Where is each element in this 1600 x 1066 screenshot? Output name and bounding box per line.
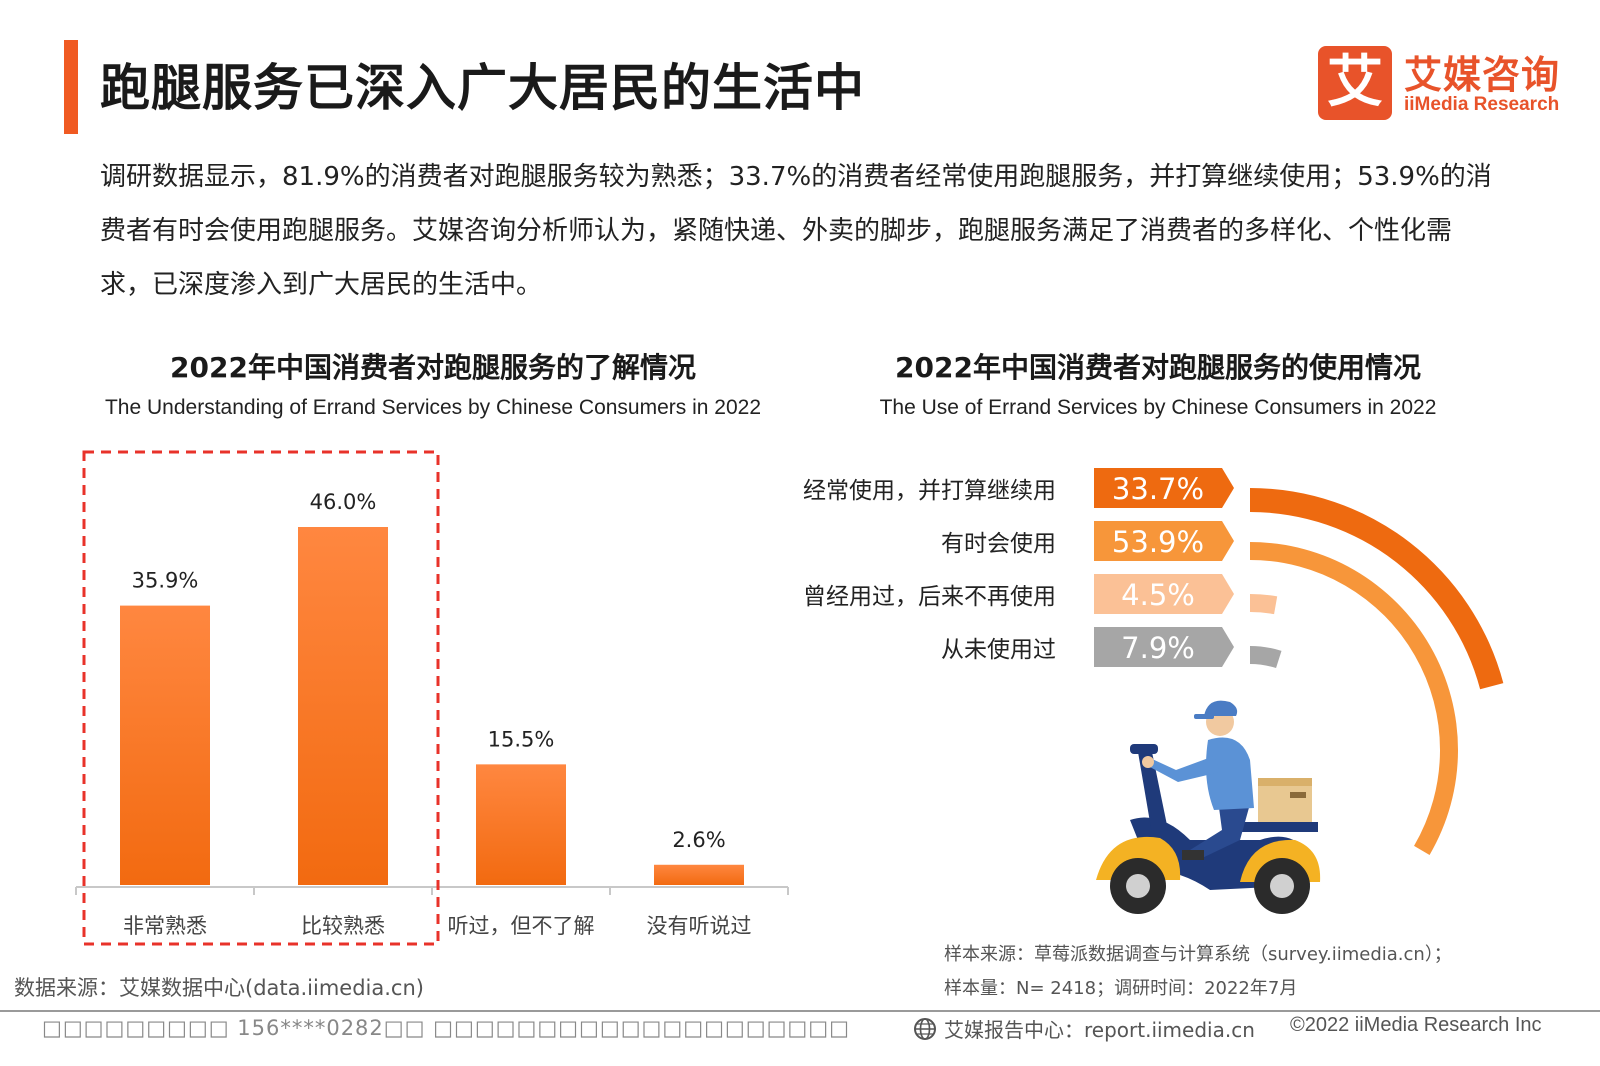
left-chart-title: 2022年中国消费者对跑腿服务的了解情况 xyxy=(170,351,696,384)
usage-arc-3 xyxy=(1250,594,1278,615)
category-label: 比较熟悉 xyxy=(301,914,385,938)
usage-value-tag xyxy=(1094,627,1234,667)
bar-value-label: 15.5% xyxy=(488,727,555,751)
usage-value-label: 7.9% xyxy=(1121,631,1195,665)
bar-2 xyxy=(298,527,388,885)
right-chart-subtitle: The Use of Errand Services by Chinese Co… xyxy=(879,396,1437,419)
usage-value-label: 4.5% xyxy=(1121,578,1195,612)
courier-scooter-illustration xyxy=(1096,700,1321,914)
category-label: 非常熟悉 xyxy=(123,914,207,938)
data-source: 数据来源：艾媒数据中心(data.iimedia.cn) xyxy=(14,976,424,1000)
usage-value-label: 53.9% xyxy=(1112,525,1204,559)
iimedia-logo: 艾 艾媒咨询 iiMedia Research xyxy=(1318,44,1578,124)
sample-source: 样本来源：草莓派数据调查与计算系统（survey.iimedia.cn）； xyxy=(944,944,1452,965)
intro-paragraph: 调研数据显示，81.9%的消费者对跑腿服务较为熟悉；33.7%的消费者经常使用跑… xyxy=(100,162,1492,300)
highlight-dashed-box xyxy=(82,450,440,946)
category-label: 没有听说过 xyxy=(647,914,752,938)
left-chart-subtitle: The Understanding of Errand Services by … xyxy=(104,396,761,419)
rider-legs xyxy=(1190,800,1250,860)
logo-en-text: iiMedia Research xyxy=(1404,94,1560,115)
understanding-bar-chart: 35.9% 非常熟悉 46.0% 比较熟悉 15.5% 听过，但不了解 2.6% 没有听说过 xyxy=(75,450,789,946)
usage-category-label: 有时会使用 xyxy=(941,531,1056,557)
usage-arc-chart: 经常使用，并打算继续用 33.7% 有时会使用 53.9% 曾经用过，后来不再使用 4.5… xyxy=(803,468,1504,914)
bar-3 xyxy=(476,764,566,885)
usage-category-label: 从未使用过 xyxy=(941,637,1056,663)
usage-category-label: 经常使用，并打算继续用 xyxy=(803,478,1056,504)
usage-value-label: 33.7% xyxy=(1112,472,1204,506)
rider-torso xyxy=(1206,737,1254,810)
title-accent-bar xyxy=(64,40,78,134)
logo-cn-text: 艾媒咨询 xyxy=(1404,53,1561,97)
usage-value-tag xyxy=(1094,521,1234,561)
usage-arc-4 xyxy=(1250,646,1282,669)
bar-1 xyxy=(120,605,210,885)
globe-icon xyxy=(914,1018,936,1040)
bar-4 xyxy=(654,864,744,885)
page-title: 跑腿服务已深入广大居民的生活中 xyxy=(100,59,865,117)
usage-value-tag xyxy=(1094,574,1234,614)
right-chart-title: 2022年中国消费者对跑腿服务的使用情况 xyxy=(895,351,1421,384)
usage-category-label: 曾经用过，后来不再使用 xyxy=(803,584,1056,610)
category-label: 听过，但不了解 xyxy=(448,914,595,938)
usage-arc-1 xyxy=(1250,488,1504,690)
bar-value-label: 2.6% xyxy=(672,828,725,852)
rider-cap xyxy=(1204,700,1238,716)
footer-divider xyxy=(0,1010,1600,1012)
usage-value-tag xyxy=(1094,468,1234,508)
sample-size: 样本量：N= 2418；调研时间：2022年7月 xyxy=(944,978,1298,999)
footer-copyright: ©2022 iiMedia Research Inc xyxy=(1290,1014,1542,1036)
footer-report-center: 艾媒报告中心：report.iimedia.cn xyxy=(944,1018,1255,1042)
bar-value-label: 35.9% xyxy=(132,569,199,593)
bar-value-label: 46.0% xyxy=(310,490,377,514)
usage-arc-2 xyxy=(1250,542,1458,855)
logo-mark: 艾 xyxy=(1318,46,1392,120)
footer-watermark-text: □□□□□□□□□ 156****0282□□ □□□□□□□□□□□□□□□□… xyxy=(42,1016,850,1040)
